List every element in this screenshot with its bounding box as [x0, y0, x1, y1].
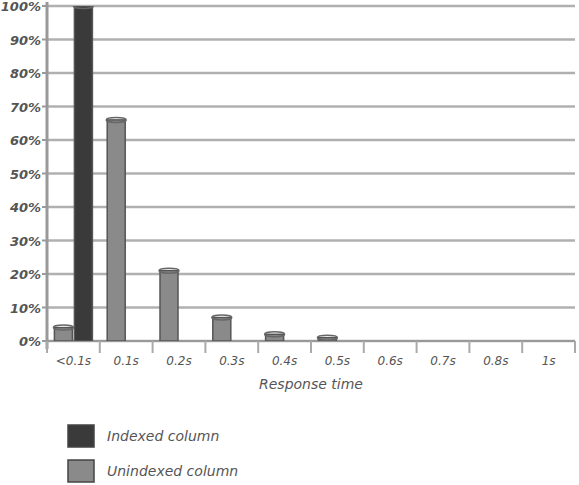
bar-cap	[53, 325, 73, 330]
bar-cap	[265, 332, 285, 337]
x-tick-label: 1s	[542, 354, 556, 368]
grid-line	[47, 206, 575, 209]
y-tick-label: 80%	[10, 66, 41, 81]
legend-label: Unindexed column	[107, 463, 238, 479]
y-tick-label: 50%	[10, 167, 41, 182]
x-tick-label: 0.3s	[219, 354, 244, 368]
chart: 0% 10% 20% 30% 40% 50% 60% 70% 80% 90% 100% <0.1s 0.…	[0, 0, 579, 485]
y-tick-label: 90%	[10, 33, 41, 48]
x-tick-label: 0.2s	[166, 354, 191, 368]
x-tick-label: 0.4s	[272, 354, 297, 368]
x-tick	[363, 341, 365, 353]
x-tick	[416, 341, 418, 353]
y-tick-label: 10%	[10, 301, 41, 316]
bar-cap	[317, 335, 337, 340]
grid-line	[47, 172, 575, 175]
bar	[74, 6, 92, 341]
x-tick-label: 0.7s	[430, 354, 455, 368]
bar	[180, 340, 198, 341]
grid-line	[47, 5, 575, 8]
x-tick	[204, 341, 206, 353]
bar	[424, 340, 442, 341]
x-tick-label: 0.5s	[325, 354, 350, 368]
grid-line	[47, 72, 575, 75]
bar-cap	[212, 315, 232, 320]
x-axis-label: Response time	[259, 376, 363, 392]
legend-swatch	[68, 460, 94, 482]
bar	[160, 271, 178, 341]
y-tick-label: 0%	[19, 334, 41, 349]
bars	[53, 6, 337, 341]
bar-cap	[106, 117, 126, 122]
bar	[286, 340, 304, 341]
y-tick-label: 100%	[1, 0, 41, 14]
grid-line	[47, 139, 575, 142]
x-tick	[310, 341, 312, 353]
x-tick	[257, 341, 259, 353]
x-tick	[574, 341, 576, 353]
bar	[233, 340, 251, 341]
grid-line	[47, 239, 575, 242]
bar	[371, 340, 389, 341]
bar	[530, 340, 548, 341]
y-tick-label: 20%	[10, 267, 41, 282]
x-tick	[468, 341, 470, 353]
x-tick	[99, 341, 101, 353]
x-tick-label: <0.1s	[56, 354, 91, 368]
x-tick-label: 0.6s	[378, 354, 403, 368]
legend-swatch	[68, 425, 94, 447]
grid-line	[47, 105, 575, 108]
x-tick	[46, 341, 48, 353]
x-tick	[521, 341, 523, 353]
bar	[338, 340, 356, 341]
grid-line	[47, 273, 575, 276]
y-axis	[46, 2, 49, 349]
bar	[266, 334, 284, 341]
y-tick-label: 30%	[10, 234, 41, 249]
bar	[107, 120, 125, 341]
bar	[550, 340, 568, 341]
grid-line	[47, 306, 575, 309]
bar	[127, 340, 145, 341]
bar-cap	[159, 268, 179, 273]
x-tick	[152, 341, 154, 353]
legend-label: Indexed column	[107, 428, 219, 444]
grid-line	[47, 38, 575, 41]
bar-cap	[73, 6, 93, 9]
bar	[444, 340, 462, 341]
y-tick-label: 70%	[10, 100, 41, 115]
y-tick-label: 60%	[10, 133, 41, 148]
bar	[391, 340, 409, 341]
y-tick-label: 40%	[9, 200, 41, 215]
bar	[497, 340, 515, 341]
x-tick-label: 0.1s	[114, 354, 139, 368]
bar	[477, 340, 495, 341]
bar	[213, 318, 231, 341]
x-tick-label: 0.8s	[483, 354, 508, 368]
